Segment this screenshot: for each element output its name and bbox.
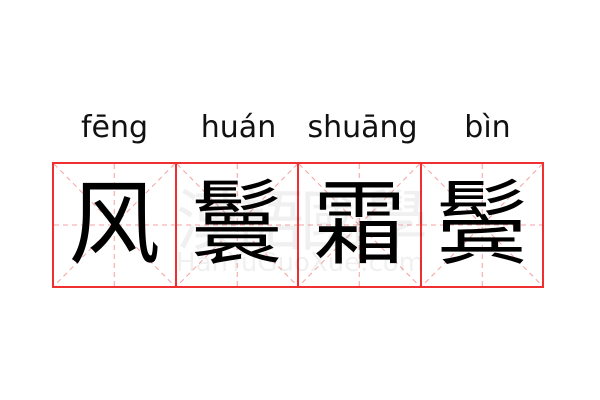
pinyin-4: bìn: [464, 110, 511, 145]
pinyin-2: huán: [200, 110, 277, 145]
character: 霜: [313, 171, 406, 278]
character-cell: 风: [52, 162, 177, 288]
character: 鬟: [190, 171, 283, 278]
pinyin-1: fēng: [80, 110, 149, 145]
character-cell: 霜: [297, 162, 422, 288]
guide-lines: [54, 164, 175, 286]
guide-lines: [422, 164, 543, 286]
guide-lines: [299, 164, 420, 286]
character: 鬓: [435, 171, 528, 278]
character-grid: 风 鬟 霜 鬓: [52, 162, 550, 288]
pinyin-3: shuāng: [307, 110, 418, 145]
character-cell: 鬟: [174, 162, 299, 288]
guide-line: [422, 164, 543, 286]
guide-line: [54, 164, 175, 286]
guide-line: [299, 164, 420, 286]
character: 风: [68, 171, 161, 278]
guide-lines: [177, 164, 298, 286]
guide-line: [177, 164, 298, 286]
character-cell: 鬓: [419, 162, 544, 288]
